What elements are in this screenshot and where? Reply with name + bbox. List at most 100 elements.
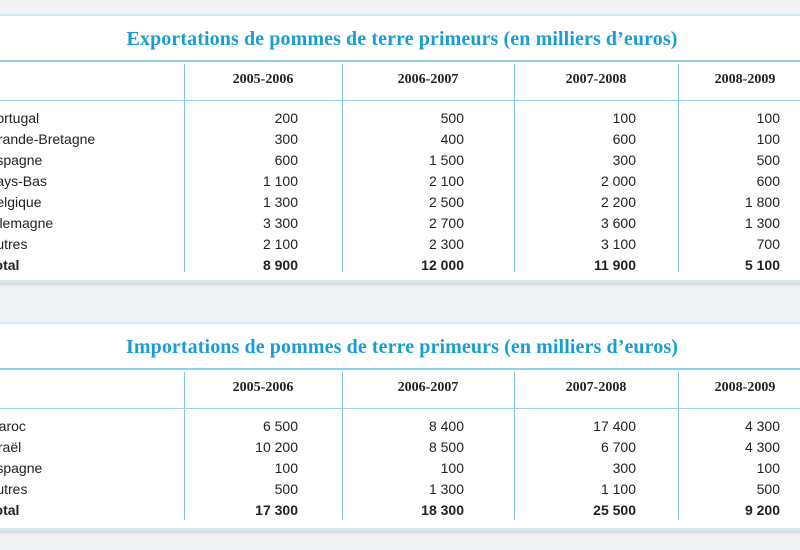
column-divider bbox=[514, 64, 515, 272]
column-header: 2007-2008 bbox=[565, 380, 627, 395]
table-cell: 500 bbox=[756, 481, 780, 497]
total-row: Total 8 900 12 000 11 900 5 100 bbox=[0, 255, 800, 275]
table-cell: 2 300 bbox=[428, 236, 464, 252]
table-cell: 18 300 bbox=[421, 502, 464, 518]
table-row: Belgique 1 300 2 500 2 200 1 800 bbox=[0, 192, 800, 212]
export-table-title: Exportations de pommes de terre primeurs… bbox=[126, 28, 678, 50]
table-cell: 10 200 bbox=[255, 439, 298, 455]
total-label: Total bbox=[0, 502, 20, 518]
column-divider bbox=[678, 372, 679, 520]
table-cell: 1 100 bbox=[600, 481, 636, 497]
table-row: Allemagne 3 300 2 700 3 600 1 300 bbox=[0, 213, 800, 233]
table-cell: 1 800 bbox=[744, 194, 780, 210]
table-cell: 8 500 bbox=[428, 439, 464, 455]
total-label: Total bbox=[0, 257, 20, 273]
table-cell: 300 bbox=[612, 460, 636, 476]
country-label: Allemagne bbox=[0, 215, 54, 231]
table-cell: 300 bbox=[612, 152, 636, 168]
table-row: Israël 10 200 8 500 6 700 4 300 bbox=[0, 437, 800, 457]
table-cell: 3 100 bbox=[600, 236, 636, 252]
table-cell: 1 300 bbox=[744, 215, 780, 231]
column-divider bbox=[184, 64, 185, 272]
table-cell: 8 900 bbox=[262, 257, 298, 273]
table-row: Autres 2 100 2 300 3 100 700 bbox=[0, 234, 800, 254]
total-row: Total 17 300 18 300 25 500 9 200 bbox=[0, 500, 800, 520]
table-cell: 1 300 bbox=[428, 481, 464, 497]
table-cell: 400 bbox=[440, 131, 464, 147]
table-cell: 6 500 bbox=[262, 418, 298, 434]
table-cell: 2 100 bbox=[428, 173, 464, 189]
title-divider bbox=[0, 368, 800, 370]
column-header: 2005-2006 bbox=[232, 380, 294, 395]
table-cell: 12 000 bbox=[421, 257, 464, 273]
title-divider bbox=[0, 60, 800, 62]
column-header: 2008-2009 bbox=[714, 380, 776, 395]
table-cell: 2 000 bbox=[600, 173, 636, 189]
table-cell: 3 600 bbox=[600, 215, 636, 231]
column-header: 2007-2008 bbox=[565, 72, 627, 87]
table-cell: 600 bbox=[274, 152, 298, 168]
table-cell: 100 bbox=[756, 110, 780, 126]
table-row: Portugal 200 500 100 100 bbox=[0, 108, 800, 128]
country-label: Espagne bbox=[0, 152, 43, 168]
table-cell: 100 bbox=[440, 460, 464, 476]
country-label: Pays-Bas bbox=[0, 173, 47, 189]
table-cell: 17 300 bbox=[255, 502, 298, 518]
table-cell: 17 400 bbox=[593, 418, 636, 434]
table-row: Espagne 100 100 300 100 bbox=[0, 458, 800, 478]
table-cell: 6 700 bbox=[600, 439, 636, 455]
column-divider bbox=[514, 372, 515, 520]
table-cell: 100 bbox=[756, 460, 780, 476]
table-row: Grande-Bretagne 300 400 600 100 bbox=[0, 129, 800, 149]
column-divider bbox=[342, 372, 343, 520]
table-cell: 4 300 bbox=[744, 418, 780, 434]
table-row: Maroc 6 500 8 400 17 400 4 300 bbox=[0, 416, 800, 436]
country-label: Autres bbox=[0, 236, 28, 252]
table-cell: 300 bbox=[274, 131, 298, 147]
column-header: 2006-2007 bbox=[397, 72, 459, 87]
column-divider bbox=[678, 64, 679, 272]
table-cell: 600 bbox=[756, 173, 780, 189]
country-label: Belgique bbox=[0, 194, 42, 210]
header-divider bbox=[0, 100, 800, 101]
table-cell: 2 500 bbox=[428, 194, 464, 210]
table-cell: 8 400 bbox=[428, 418, 464, 434]
table-cell: 9 200 bbox=[744, 502, 780, 518]
table-cell: 100 bbox=[274, 460, 298, 476]
column-divider bbox=[184, 372, 185, 520]
column-divider bbox=[342, 64, 343, 272]
table-cell: 2 100 bbox=[262, 236, 298, 252]
table-cell: 11 900 bbox=[593, 257, 636, 273]
column-header: 2008-2009 bbox=[714, 72, 776, 87]
country-label: Autres bbox=[0, 481, 28, 497]
table-cell: 600 bbox=[612, 131, 636, 147]
table-cell: 200 bbox=[274, 110, 298, 126]
import-table-title: Importations de pommes de terre primeurs… bbox=[125, 336, 679, 358]
country-label: Grande-Bretagne bbox=[0, 131, 96, 147]
country-label: Israël bbox=[0, 439, 22, 455]
country-label: Portugal bbox=[0, 110, 40, 126]
table-cell: 2 700 bbox=[428, 215, 464, 231]
table-row: Espagne 600 1 500 300 500 bbox=[0, 150, 800, 170]
column-header: 2005-2006 bbox=[232, 72, 294, 87]
table-cell: 5 100 bbox=[744, 257, 780, 273]
table-cell: 1 300 bbox=[262, 194, 298, 210]
table-cell: 500 bbox=[274, 481, 298, 497]
import-table: Importations de pommes de terre primeurs… bbox=[0, 322, 800, 531]
table-row: Autres 500 1 300 1 100 500 bbox=[0, 479, 800, 499]
table-cell: 500 bbox=[440, 110, 464, 126]
country-label: Maroc bbox=[0, 418, 26, 434]
table-cell: 100 bbox=[612, 110, 636, 126]
table-row: Pays-Bas 1 100 2 100 2 000 600 bbox=[0, 171, 800, 191]
table-cell: 4 300 bbox=[744, 439, 780, 455]
table-cell: 3 300 bbox=[262, 215, 298, 231]
country-label: Espagne bbox=[0, 460, 43, 476]
table-cell: 2 200 bbox=[600, 194, 636, 210]
column-header: 2006-2007 bbox=[397, 380, 459, 395]
table-cell: 700 bbox=[756, 236, 780, 252]
table-cell: 1 500 bbox=[428, 152, 464, 168]
header-divider bbox=[0, 408, 800, 409]
table-cell: 1 100 bbox=[262, 173, 298, 189]
table-cell: 100 bbox=[756, 131, 780, 147]
export-table: Exportations de pommes de terre primeurs… bbox=[0, 14, 800, 283]
